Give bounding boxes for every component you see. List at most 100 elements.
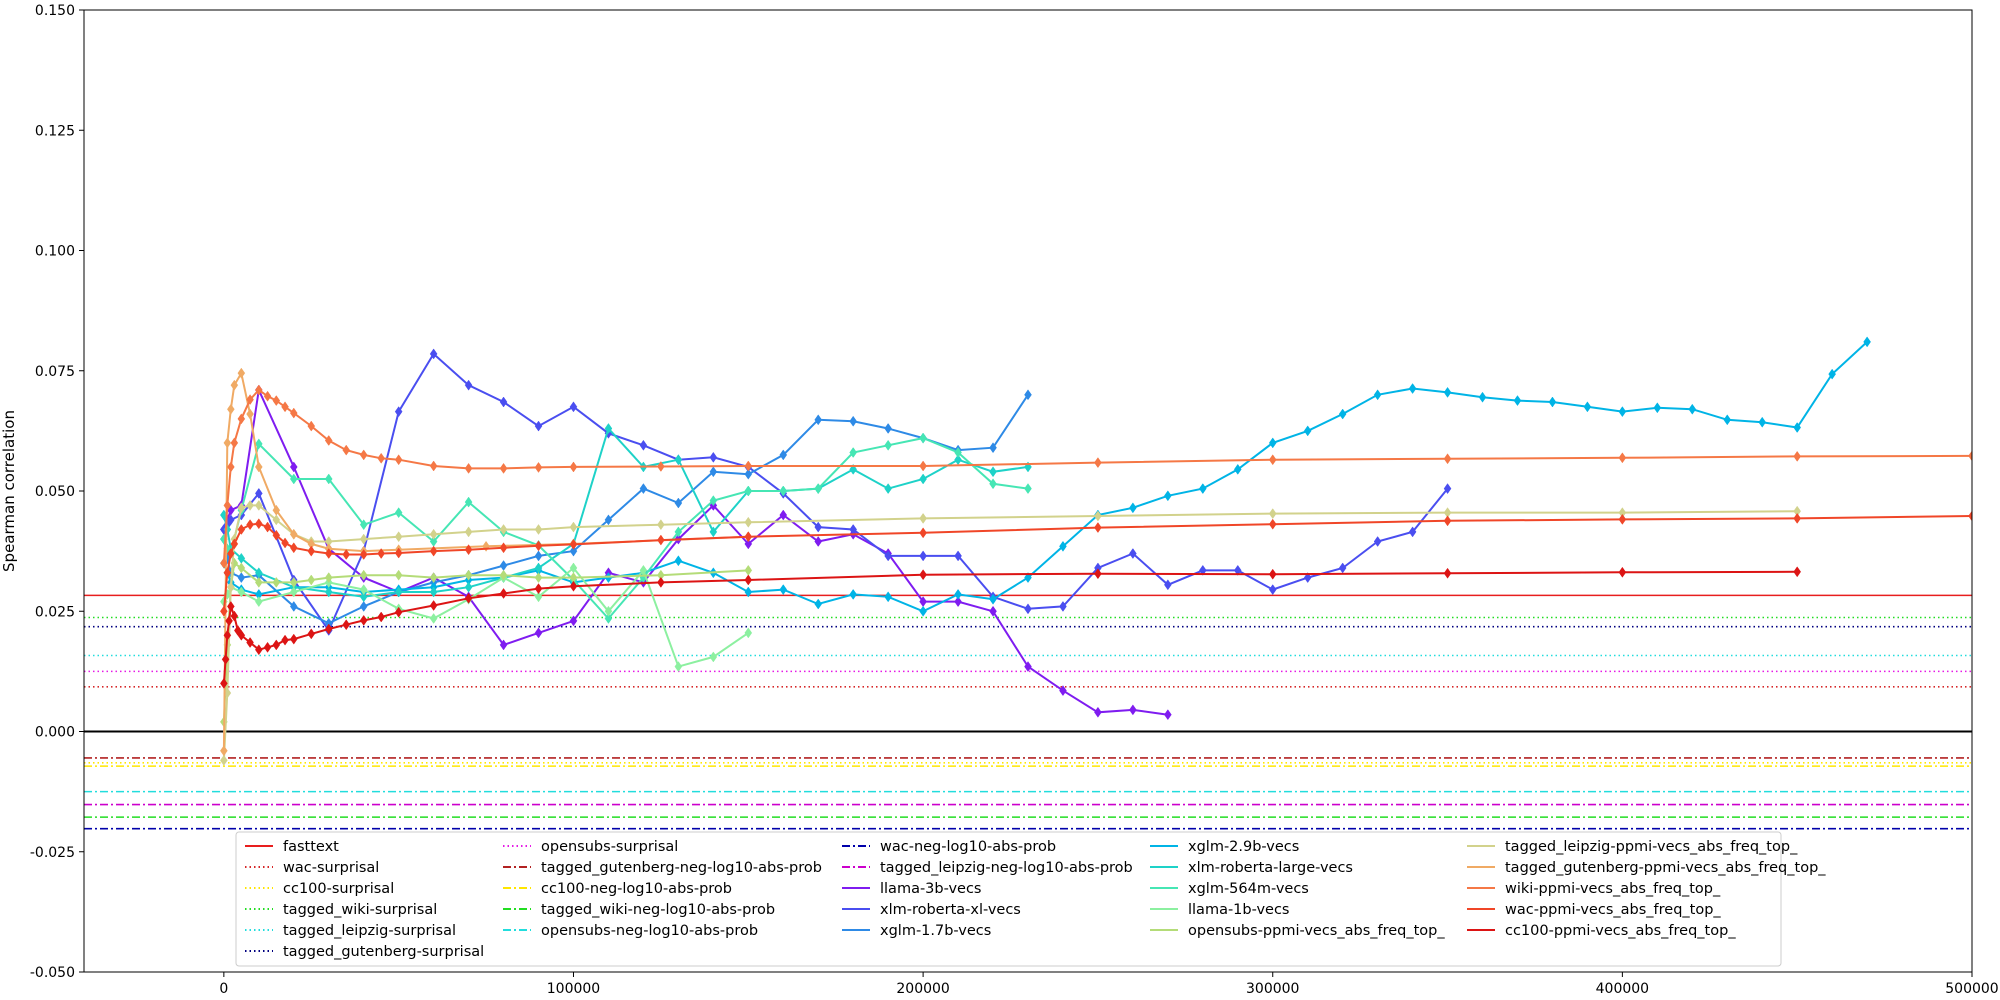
point-xlm-roberta-xl-vecs-32: [1233, 564, 1242, 576]
y-tick-label-8: 0.150: [35, 3, 75, 19]
point-xglm-564m-vecs-22: [884, 439, 892, 451]
point-tagged_leipzig-ppmi-vecs_abs_freq_top_-15: [499, 524, 508, 535]
point-opensubs-ppmi-vecs_abs_freq_top_-13: [464, 569, 473, 581]
point-wiki-ppmi-vecs_abs_freq_top_-8: [272, 395, 281, 407]
point-tagged_gutenberg-ppmi-vecs_abs_freq_top_-6: [255, 461, 263, 473]
point-tagged_leipzig-ppmi-vecs_abs_freq_top_-21: [1094, 510, 1102, 522]
point-wiki-ppmi-vecs_abs_freq_top_-1: [223, 499, 232, 511]
legend-label-wac-ppmi-vecs_abs_freq_top_: wac-ppmi-vecs_abs_freq_top_: [1505, 902, 1721, 918]
point-wac-ppmi-vecs_abs_freq_top_-21: [569, 538, 578, 550]
point-wac-ppmi-vecs_abs_freq_top_-3: [230, 538, 239, 550]
point-cc100-ppmi-vecs_abs_freq_top_-29: [1268, 568, 1277, 580]
point-opensubs-ppmi-vecs_abs_freq_top_-7: [289, 576, 298, 588]
point-cc100-ppmi-vecs_abs_freq_top_-24: [569, 580, 578, 592]
legend-label-xglm-564m-vecs: xglm-564m-vecs: [1188, 881, 1309, 897]
point-wac-ppmi-vecs_abs_freq_top_-8: [272, 529, 281, 541]
point-xlm-roberta-large-vecs-17: [709, 526, 718, 538]
point-xlm-roberta-xl-vecs-36: [1373, 536, 1382, 547]
point-opensubs-ppmi-vecs_abs_freq_top_-10: [359, 569, 368, 581]
point-cc100-ppmi-vecs_abs_freq_top_-27: [919, 569, 927, 581]
x-tick-label-0: 0: [219, 981, 228, 997]
point-xglm-1.7b-vecs-14: [604, 514, 613, 526]
point-xglm-564m-vecs-20: [814, 483, 823, 495]
point-xlm-roberta-large-vecs-14: [604, 423, 613, 434]
point-xlm-roberta-xl-vecs-37: [1408, 526, 1417, 538]
point-tagged_gutenberg-ppmi-vecs_abs_freq_top_-7: [272, 504, 281, 516]
point-wiki-ppmi-vecs_abs_freq_top_-27: [1443, 453, 1452, 465]
point-xglm-2.9b-vecs-37: [1408, 383, 1417, 394]
point-tagged_gutenberg-ppmi-vecs_abs_freq_top_-0: [220, 745, 228, 757]
point-xglm-2.9b-vecs-46: [1723, 414, 1732, 426]
point-xglm-2.9b-vecs-47: [1758, 416, 1767, 428]
point-wac-ppmi-vecs_abs_freq_top_-11: [307, 545, 316, 557]
legend-label-tagged_wiki-neg-log10-abs-prob: tagged_wiki-neg-log10-abs-prob: [541, 902, 775, 918]
point-opensubs-ppmi-vecs_abs_freq_top_-8: [307, 574, 316, 586]
point-wiki-ppmi-vecs_abs_freq_top_-22: [657, 461, 665, 472]
point-xglm-1.7b-vecs-11: [499, 560, 508, 571]
legend-label-tagged_gutenberg-neg-log10-abs-prob: tagged_gutenberg-neg-log10-abs-prob: [541, 860, 822, 876]
plot-marks: [84, 336, 1972, 830]
point-wiki-ppmi-vecs_abs_freq_top_-2: [227, 461, 235, 473]
point-xglm-1.7b-vecs-13: [569, 545, 578, 557]
point-xglm-564m-vecs-17: [709, 495, 718, 507]
point-wiki-ppmi-vecs_abs_freq_top_-9: [281, 401, 289, 413]
point-xglm-2.9b-vecs-39: [1478, 391, 1487, 403]
point-xglm-2.9b-vecs-38: [1443, 386, 1452, 398]
point-xlm-roberta-large-vecs-23: [919, 473, 927, 485]
point-xlm-roberta-large-vecs-6: [324, 586, 333, 598]
point-wac-ppmi-vecs_abs_freq_top_-27: [1443, 515, 1452, 527]
point-xglm-564m-vecs-16: [674, 526, 683, 538]
point-cc100-ppmi-vecs_abs_freq_top_-32: [1793, 566, 1801, 578]
point-xlm-roberta-xl-vecs-38: [1443, 483, 1452, 495]
point-xlm-roberta-large-vecs-8: [394, 586, 403, 598]
point-wac-ppmi-vecs_abs_freq_top_-5: [246, 519, 254, 531]
x-tick-label-5: 500000: [1945, 981, 1998, 997]
point-wac-ppmi-vecs_abs_freq_top_-7: [263, 521, 272, 533]
point-cc100-ppmi-vecs_abs_freq_top_-14: [307, 628, 316, 640]
legend-label-tagged_leipzig-neg-log10-abs-prob: tagged_leipzig-neg-log10-abs-prob: [880, 860, 1133, 876]
point-wiki-ppmi-vecs_abs_freq_top_-3: [230, 437, 239, 449]
point-xglm-564m-vecs-6: [324, 473, 333, 485]
point-wiki-ppmi-vecs_abs_freq_top_-19: [499, 462, 508, 474]
point-xlm-roberta-xl-vecs-34: [1303, 572, 1312, 584]
point-xglm-2.9b-vecs-24: [954, 588, 962, 600]
x-tick-label-3: 300000: [1246, 981, 1299, 997]
point-llama-1b-vecs-5: [289, 586, 298, 598]
point-opensubs-ppmi-vecs_abs_freq_top_-5: [255, 576, 263, 588]
point-xglm-1.7b-vecs-21: [849, 415, 857, 427]
point-cc100-ppmi-vecs_abs_freq_top_-4: [227, 601, 235, 612]
point-tagged_leipzig-ppmi-vecs_abs_freq_top_-12: [394, 531, 403, 543]
point-wiki-ppmi-vecs_abs_freq_top_-30: [1968, 450, 1972, 462]
point-wiki-ppmi-vecs_abs_freq_top_-16: [394, 454, 403, 466]
legend-label-llama-3b-vecs: llama-3b-vecs: [880, 881, 982, 897]
point-xglm-2.9b-vecs-35: [1338, 408, 1347, 420]
point-tagged_gutenberg-ppmi-vecs_abs_freq_top_-2: [227, 403, 235, 415]
legend-label-opensubs-ppmi-vecs_abs_freq_top_: opensubs-ppmi-vecs_abs_freq_top_: [1188, 923, 1445, 939]
point-cc100-ppmi-vecs_abs_freq_top_-19: [394, 606, 403, 618]
point-cc100-ppmi-vecs_abs_freq_top_-18: [377, 611, 385, 623]
point-xglm-1.7b-vecs-17: [709, 466, 718, 478]
point-tagged_leipzig-ppmi-vecs_abs_freq_top_-7: [272, 514, 281, 526]
point-llama-1b-vecs-3: [237, 586, 246, 598]
point-tagged_leipzig-ppmi-vecs_abs_freq_top_-16: [534, 524, 543, 535]
legend-label-tagged_leipzig-ppmi-vecs_abs_freq_top_: tagged_leipzig-ppmi-vecs_abs_freq_top_: [1505, 839, 1798, 855]
point-xglm-2.9b-vecs-50: [1863, 336, 1871, 348]
point-wiki-ppmi-vecs_abs_freq_top_-15: [377, 452, 385, 464]
point-xglm-564m-vecs-23: [919, 432, 927, 444]
point-llama-3b-vecs-30: [1164, 709, 1172, 721]
point-xlm-roberta-xl-vecs-15: [639, 439, 648, 451]
point-xlm-roberta-xl-vecs-4: [255, 487, 263, 499]
point-cc100-ppmi-vecs_abs_freq_top_-0: [220, 677, 228, 689]
legend-label-wac-neg-log10-abs-prob: wac-neg-log10-abs-prob: [880, 839, 1056, 855]
series-line-tagged_gutenberg-ppmi-vecs_abs_freq_top_: [222, 370, 749, 751]
point-wiki-ppmi-vecs_abs_freq_top_-17: [429, 460, 438, 472]
point-xglm-2.9b-vecs-23: [919, 605, 927, 617]
point-wac-ppmi-vecs_abs_freq_top_-1: [223, 567, 232, 579]
point-tagged_leipzig-ppmi-vecs_abs_freq_top_-0: [220, 754, 228, 766]
point-xglm-2.9b-vecs-16: [674, 555, 683, 567]
point-xlm-roberta-xl-vecs-29: [1129, 548, 1137, 559]
point-wiki-ppmi-vecs_abs_freq_top_-20: [534, 461, 543, 473]
point-xglm-2.9b-vecs-20: [814, 598, 823, 610]
y-tick-label-0: -0.050: [30, 965, 75, 981]
x-tick-label-4: 400000: [1596, 981, 1649, 997]
